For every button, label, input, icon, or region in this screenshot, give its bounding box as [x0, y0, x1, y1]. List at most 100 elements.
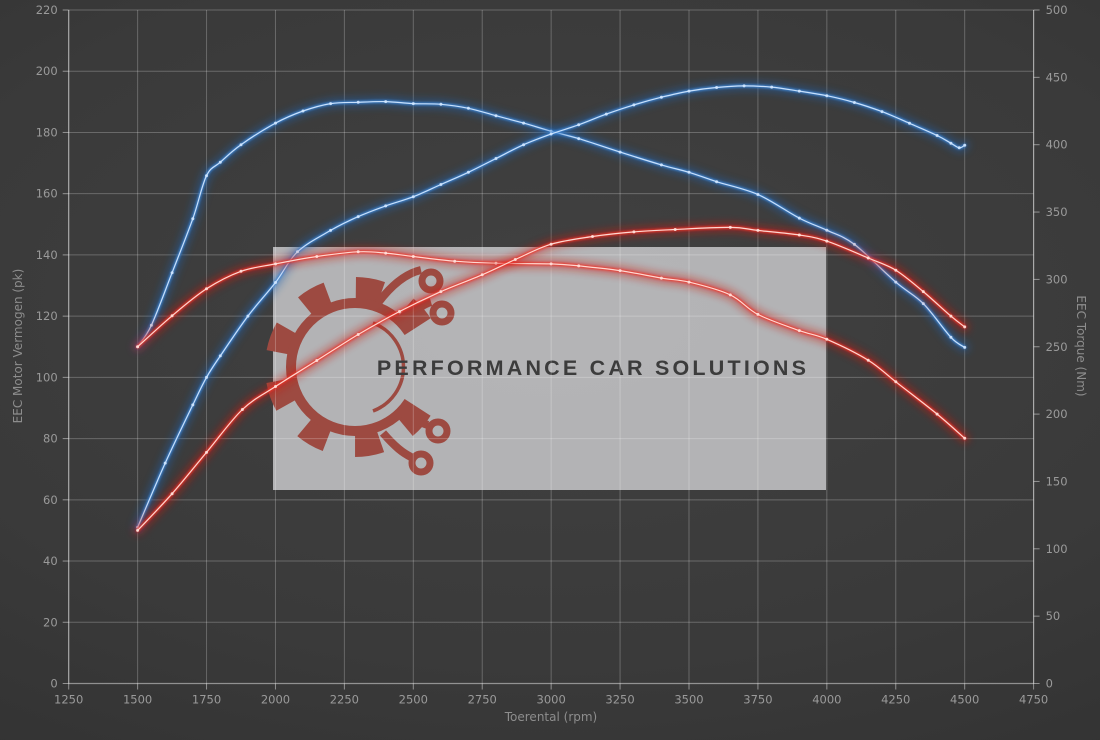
data-point-marker	[218, 354, 222, 358]
data-point-marker	[963, 345, 967, 349]
data-point-marker	[549, 132, 553, 136]
watermark-box: PERFORMANCE CAR SOLUTIONS	[265, 247, 826, 490]
left-tick-label: 120	[36, 309, 58, 323]
data-point-marker	[894, 380, 898, 384]
data-point-marker	[604, 112, 608, 116]
data-point-marker	[756, 228, 760, 232]
data-point-marker	[963, 143, 967, 147]
series-power-tuned-core	[137, 85, 966, 528]
data-point-marker	[218, 160, 222, 164]
data-point-marker	[935, 134, 939, 137]
series-power-original	[132, 222, 970, 536]
right-axis-title: EEC Torque (Nm)	[1074, 295, 1088, 396]
data-point-marker	[494, 157, 498, 160]
data-point-marker	[439, 102, 443, 106]
right-tick-label: 400	[1046, 138, 1068, 152]
data-point-marker	[274, 281, 277, 284]
data-point-marker	[728, 225, 732, 229]
x-tick-label: 3250	[605, 693, 634, 707]
data-point-marker	[963, 325, 967, 329]
left-tick-label: 220	[36, 3, 58, 17]
data-point-marker	[356, 215, 360, 219]
data-point-marker	[329, 102, 333, 106]
data-point-marker	[673, 228, 677, 231]
data-point-marker	[687, 89, 691, 93]
right-tick-label: 200	[1046, 407, 1068, 421]
x-axis-title: Toerental (rpm)	[504, 710, 597, 724]
data-point-marker	[191, 217, 195, 221]
data-point-marker	[384, 100, 388, 104]
data-point-marker	[480, 273, 484, 277]
right-tick-label: 50	[1046, 609, 1061, 623]
x-tick-label: 3500	[674, 693, 703, 707]
x-tick-label: 1250	[54, 693, 83, 707]
data-point-marker	[894, 280, 898, 284]
data-point-marker	[246, 314, 250, 318]
data-point-marker	[921, 290, 925, 294]
data-point-marker	[411, 195, 415, 199]
data-point-marker	[240, 408, 244, 411]
data-point-marker	[756, 312, 760, 316]
x-tick-label: 1750	[192, 693, 221, 707]
left-tick-label: 200	[36, 64, 58, 78]
x-tick-label: 4000	[812, 693, 841, 707]
right-tick-label: 0	[1046, 677, 1053, 691]
data-point-marker	[274, 121, 277, 125]
data-point-marker	[170, 314, 174, 318]
gear-inner-arc-icon	[372, 321, 406, 413]
data-point-marker	[687, 170, 691, 174]
data-point-marker	[591, 235, 594, 238]
circuit-node-2	[429, 300, 455, 326]
data-point-marker	[797, 89, 801, 93]
data-point-marker	[239, 143, 243, 147]
data-point-marker	[742, 84, 746, 88]
data-point-marker	[715, 86, 719, 89]
data-point-marker	[866, 358, 870, 362]
data-point-marker	[149, 323, 153, 327]
x-tick-label: 2500	[399, 693, 428, 707]
data-point-marker	[797, 216, 801, 220]
data-point-marker	[439, 290, 443, 294]
data-point-marker	[957, 146, 961, 150]
circuit-trace-1	[374, 266, 423, 306]
x-tick-label: 2750	[468, 693, 497, 707]
data-point-marker	[797, 233, 801, 237]
data-point-marker	[329, 228, 333, 232]
data-point-marker	[494, 114, 498, 118]
data-point-marker	[356, 333, 360, 336]
data-point-marker	[453, 259, 457, 263]
data-point-marker	[205, 450, 208, 454]
data-point-marker	[549, 262, 553, 266]
left-tick-label: 80	[43, 432, 58, 446]
data-point-marker	[659, 276, 663, 280]
left-tick-label: 140	[36, 248, 58, 262]
right-tick-label: 500	[1046, 3, 1068, 17]
circuit-trace-2	[400, 298, 433, 324]
data-point-marker	[170, 492, 174, 496]
right-tick-label: 350	[1046, 205, 1068, 219]
data-point-marker	[239, 269, 243, 273]
x-tick-label: 4750	[1019, 693, 1048, 707]
left-tick-label: 100	[36, 370, 58, 384]
data-point-marker	[205, 287, 208, 291]
data-point-marker	[715, 180, 719, 184]
x-tick-label: 2000	[261, 693, 290, 707]
data-point-marker	[963, 436, 967, 440]
axes	[68, 10, 1035, 685]
data-point-marker	[659, 163, 663, 167]
data-point-marker	[728, 293, 732, 297]
data-point-marker	[935, 412, 939, 416]
data-point-marker	[632, 230, 636, 234]
right-tick-label: 150	[1046, 474, 1068, 488]
data-point-marker	[522, 143, 526, 147]
data-point-marker	[411, 255, 415, 258]
circuit-node-3	[425, 418, 451, 444]
curve-series	[132, 80, 970, 536]
left-tick-label: 160	[36, 187, 58, 201]
circuit-trace-4	[379, 430, 413, 461]
circuit-node-4	[408, 450, 434, 476]
data-point-marker	[274, 262, 277, 266]
x-tick-label: 4250	[881, 693, 910, 707]
